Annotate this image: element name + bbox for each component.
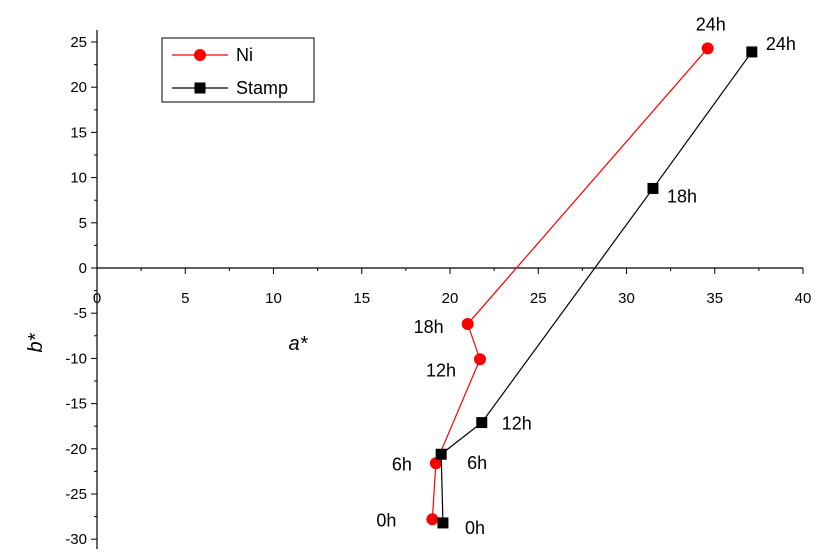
y-tick-label: -20 [65,441,87,458]
series-layer [426,42,758,529]
y-tick-label: 15 [70,124,87,141]
x-tick-label: 40 [795,290,812,307]
data-point-label: 12h [426,360,456,380]
data-point-label: 18h [667,186,697,206]
y-tick-label: -10 [65,350,87,367]
axes [91,30,804,549]
y-tick-label: 5 [79,215,87,232]
legend-marker-square [194,82,206,94]
x-tick-label: 10 [265,290,282,307]
y-tick-label: 20 [70,79,87,96]
y-tick-label: -25 [65,486,87,503]
data-point-circle [474,353,487,366]
data-point-square [437,517,449,529]
legend: Ni Stamp [161,37,315,103]
y-tick-label: -5 [74,305,87,322]
data-point-label: 24h [766,34,796,54]
series-stamp [435,46,758,529]
data-point-label: 0h [376,510,396,530]
data-point-label: 6h [392,454,412,474]
data-point-square [647,182,659,194]
legend-box [161,37,315,103]
y-tick-label: 0 [79,260,87,277]
y-axis-title: b* [25,332,47,352]
series-line [440,51,753,523]
x-tick-label: 30 [618,290,635,307]
data-point-label: 0h [465,518,485,538]
x-tick-label: 15 [353,290,370,307]
y-tick-label: 25 [70,34,87,51]
legend-label: Ni [236,45,253,65]
series-ni [426,42,714,526]
x-tick-label: 25 [530,290,547,307]
x-axis-title: a* [289,333,309,355]
data-point-square [746,46,758,58]
series-line [431,47,709,520]
data-point-label: 18h [414,317,444,337]
x-tick-label: 5 [181,290,189,307]
point-labels: 0h 6h 12h 18h 24h 0h 6h 12h 18h 24h [376,14,796,538]
x-tick-label: 0 [93,290,101,307]
data-point-circle [461,318,474,331]
y-tick-label: -15 [65,396,87,413]
legend-label: Stamp [236,78,288,98]
data-point-label: 24h [696,14,726,34]
data-point-circle [426,513,439,526]
data-point-label: 6h [467,453,487,473]
x-tick-label: 20 [442,290,459,307]
data-point-label: 12h [502,414,532,434]
data-point-circle [429,457,442,470]
x-tick-label: 35 [706,290,723,307]
data-point-circle [701,42,714,55]
tick-labels: 25 20 15 10 5 0 -5 -10 -15 -20 -25 -30 0 5 10 15 20 25 30 3… [65,34,811,548]
y-tick-label: 10 [70,170,87,187]
y-tick-label: -30 [65,531,87,548]
data-point-square [476,417,488,429]
data-point-square [435,448,447,460]
legend-marker-circle [194,49,206,61]
